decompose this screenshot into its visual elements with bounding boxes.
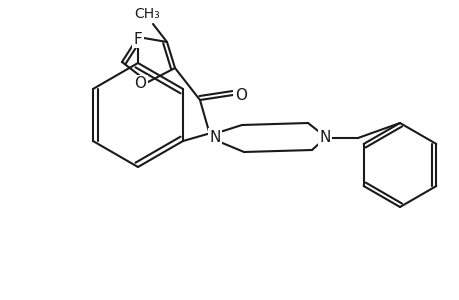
Text: CH₃: CH₃	[134, 7, 160, 21]
Text: O: O	[235, 88, 246, 103]
Text: N: N	[319, 130, 330, 146]
Text: F: F	[133, 32, 142, 46]
Text: O: O	[134, 76, 146, 92]
Text: N: N	[209, 130, 220, 145]
